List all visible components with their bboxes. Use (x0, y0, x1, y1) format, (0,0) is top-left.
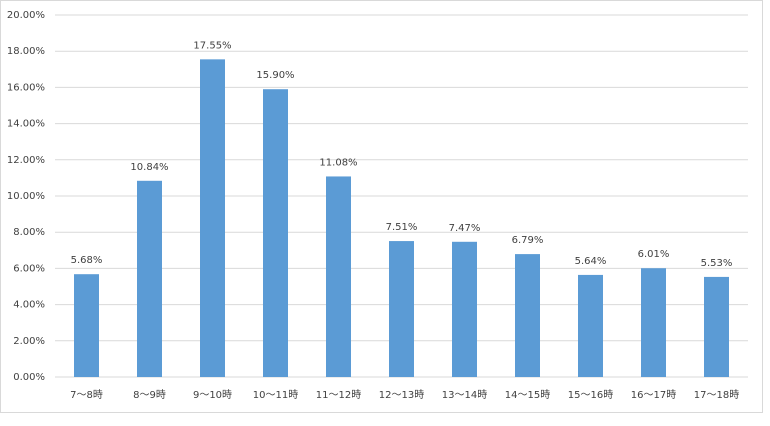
bar (452, 241, 477, 377)
y-tick-label: 4.00% (13, 300, 45, 311)
y-tick-label: 2.00% (13, 336, 45, 347)
y-tick-label: 6.00% (13, 263, 45, 274)
data-label: 5.53% (701, 258, 733, 269)
bar (200, 59, 225, 377)
bar (74, 274, 99, 377)
x-tick-label: 11〜12時 (316, 389, 361, 401)
data-label: 5.68% (71, 255, 103, 266)
data-label: 5.64% (575, 256, 607, 267)
x-tick-label: 15〜16時 (568, 389, 613, 401)
y-tick-label: 10.00% (7, 191, 45, 202)
bar (389, 241, 414, 377)
y-tick-label: 20.00% (7, 10, 45, 21)
bar (578, 274, 603, 377)
x-tick-label: 16〜17時 (631, 389, 676, 401)
data-label: 7.51% (386, 222, 418, 233)
bar (326, 176, 351, 377)
bar (704, 276, 729, 377)
y-tick-label: 16.00% (7, 82, 45, 93)
y-tick-label: 14.00% (7, 119, 45, 130)
bar (641, 268, 666, 377)
x-tick-label: 13〜14時 (442, 389, 487, 401)
y-tick-label: 12.00% (7, 155, 45, 166)
x-tick-label: 17〜18時 (694, 389, 739, 401)
y-tick-label: 8.00% (13, 227, 45, 238)
data-label: 10.84% (130, 162, 168, 173)
bar (263, 89, 288, 378)
chart-border (0, 0, 763, 413)
data-label: 17.55% (193, 40, 231, 51)
data-label: 11.08% (319, 157, 357, 168)
bar (137, 180, 162, 377)
x-tick-label: 12〜13時 (379, 389, 424, 401)
x-tick-label: 10〜11時 (253, 389, 298, 401)
data-label: 15.90% (256, 70, 294, 81)
y-tick-label: 18.00% (7, 46, 45, 57)
y-tick-label: 0.00% (13, 372, 45, 383)
bar (515, 254, 540, 377)
data-label: 6.79% (512, 235, 544, 246)
x-tick-label: 9〜10時 (193, 389, 232, 401)
data-label: 7.47% (449, 223, 481, 234)
x-tick-label: 14〜15時 (505, 389, 550, 401)
data-label: 6.01% (638, 249, 670, 260)
x-tick-label: 8〜9時 (133, 389, 166, 401)
x-tick-label: 7〜8時 (70, 389, 103, 401)
